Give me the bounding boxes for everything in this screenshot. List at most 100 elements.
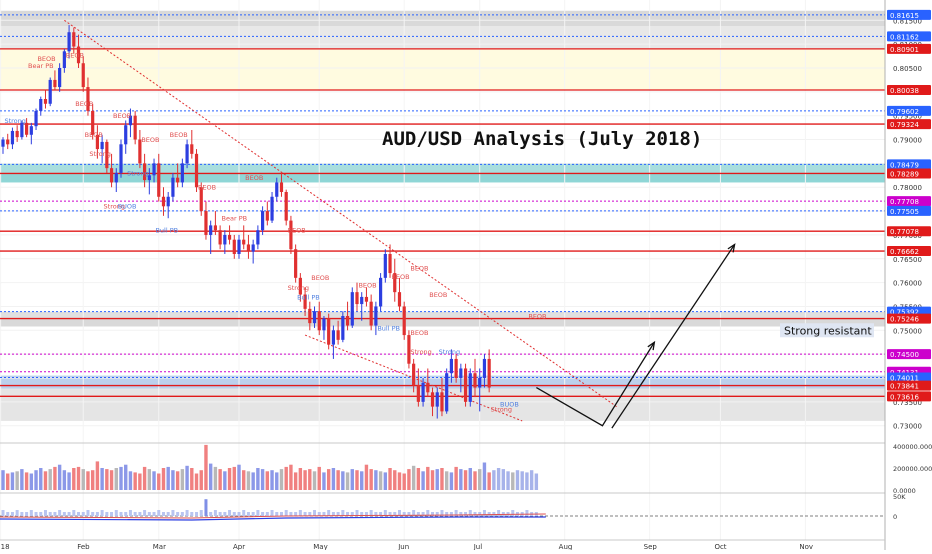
candle-body — [213, 225, 217, 231]
candle-body — [128, 115, 133, 126]
price-tag-label: 0.78289 — [890, 170, 919, 178]
volume-bar — [6, 473, 10, 490]
price-tag-label: 0.75392 — [890, 309, 919, 317]
oscillator-bar — [6, 512, 10, 516]
volume-bar — [260, 469, 265, 490]
volume-bar — [289, 464, 293, 490]
candle-annotation: BEOB — [85, 131, 103, 139]
candle-annotation: Strong — [104, 203, 125, 211]
candle-body — [482, 358, 487, 378]
oscillator-bar — [313, 510, 317, 516]
oscillator-bar — [100, 510, 104, 516]
y-tick-label: 0.75000 — [893, 327, 922, 335]
candle-body — [58, 68, 62, 88]
volume-bar — [383, 472, 388, 490]
volume-bar — [393, 470, 397, 490]
oscillator-bar — [327, 510, 331, 516]
candle-body — [379, 277, 383, 307]
oscillator-bar — [431, 512, 435, 516]
candle-body — [176, 177, 180, 183]
candle-body — [261, 211, 265, 231]
price-tag-label: 0.77708 — [890, 198, 919, 206]
oscillator-bar — [294, 512, 298, 516]
candle-annotation: Strong — [439, 348, 460, 356]
oscillator-bar — [15, 510, 19, 516]
candle-body — [43, 99, 48, 104]
oscillator-bar — [105, 512, 109, 516]
volume-tick-label: 400000.0000 — [893, 443, 932, 451]
volume-bar — [124, 464, 128, 490]
volume-tick-label: 0.0000 — [893, 487, 916, 495]
oscillator-bar — [289, 512, 293, 516]
candle-annotation: BUOB — [500, 401, 519, 409]
candle-body — [383, 254, 387, 278]
oscillator-bar — [511, 510, 515, 516]
oscillator-bar — [379, 512, 383, 516]
volume-bar — [251, 472, 255, 490]
volume-bar — [440, 468, 444, 490]
candle-body — [95, 134, 99, 150]
volume-bar — [411, 465, 416, 490]
price-tag — [887, 196, 931, 207]
time-axis: 18 Feb Mar Apr May Jun Jul Aug Sep Oct Nov — [0, 539, 885, 551]
y-tick-label: 0.76500 — [893, 256, 922, 264]
oscillator-bar — [218, 512, 222, 516]
candle-annotation: BEOB — [66, 52, 84, 60]
price-tag — [887, 159, 931, 170]
price-tag — [887, 226, 931, 237]
candle-series — [1, 25, 491, 419]
candle-body — [86, 87, 90, 111]
oscillator-pane: 50K 0 — [0, 492, 906, 521]
oscillator-bar — [402, 512, 406, 516]
candle-body — [369, 301, 373, 326]
volume-bar — [227, 468, 232, 490]
price-tag — [887, 205, 931, 216]
x-tick-label: Mar — [153, 543, 166, 550]
candle-body — [227, 234, 232, 240]
candle-body — [242, 239, 246, 245]
y-tick-label: 0.79000 — [893, 137, 922, 145]
oscillator-bar — [322, 512, 326, 516]
oscillator-bar — [251, 512, 255, 516]
trendline-upper[interactable] — [64, 19, 617, 408]
oscillator-bar — [275, 512, 279, 516]
oscillator-tick-label: 50K — [893, 493, 906, 501]
candle-body — [29, 126, 33, 135]
volume-bar — [336, 470, 340, 490]
candle-body — [67, 32, 71, 52]
candle-body — [412, 363, 416, 386]
volume-bar — [529, 470, 534, 490]
oscillator-bar — [157, 510, 161, 516]
oscillator-bar — [53, 512, 57, 516]
candle-body — [445, 373, 449, 412]
volume-bar — [67, 472, 71, 490]
oscillator-bar — [393, 512, 397, 516]
projection-arrow-1[interactable] — [536, 341, 655, 427]
oscillator-bar — [468, 510, 472, 516]
oscillator-bar — [426, 510, 430, 516]
volume-bar — [48, 469, 52, 490]
y-tick-label: 0.73500 — [893, 399, 922, 407]
volume-bar — [152, 471, 156, 490]
volume-bar — [430, 470, 435, 490]
price-zone-1 — [0, 26, 885, 49]
oscillator-bar — [449, 512, 453, 516]
horizontal-levels — [0, 14, 885, 397]
candle-body — [393, 273, 397, 293]
candle-body — [34, 110, 38, 127]
candle-body — [294, 249, 298, 278]
projection-arrow-2[interactable] — [611, 244, 736, 429]
oscillator-bar — [190, 512, 194, 516]
oscillator-bar — [412, 510, 416, 516]
y-tick-label: 0.79500 — [893, 113, 922, 121]
candle-body — [119, 144, 123, 173]
price-tag — [887, 246, 931, 257]
volume-bar — [161, 468, 166, 490]
oscillator-bar — [440, 510, 444, 516]
volume-bar — [270, 470, 274, 490]
price-tag-label: 0.76662 — [890, 248, 919, 256]
oscillator-bar — [91, 512, 95, 516]
oscillator-bar — [388, 512, 392, 516]
